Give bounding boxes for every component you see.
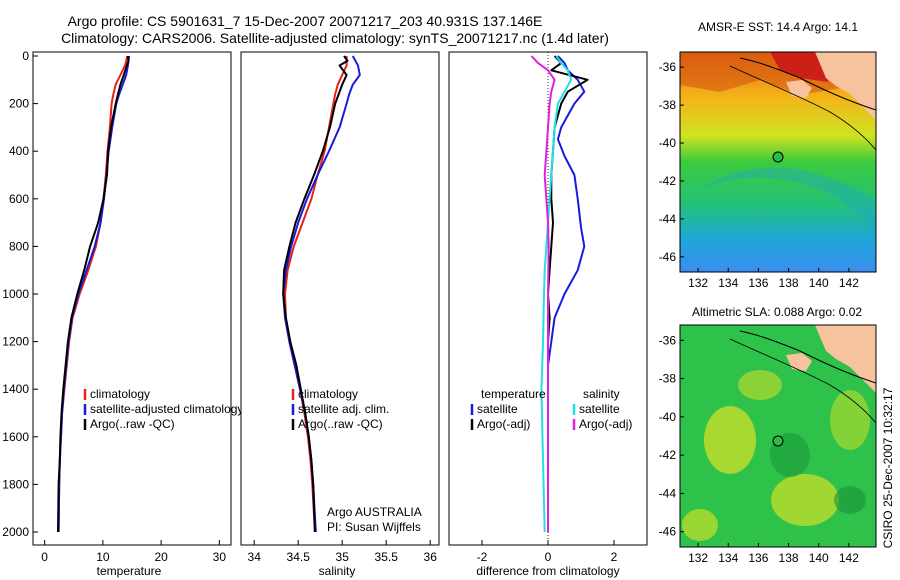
csiro-timestamp-label: CSIRO 25-Dec-2007 10:32:17 xyxy=(881,387,895,548)
x-tick-label-2-1: 0 xyxy=(545,550,552,564)
y-tick-label-0-1: 200 xyxy=(9,97,29,111)
map-x-tick-label-0-0: 132 xyxy=(688,276,708,290)
map-y-tick-label-0-2: -40 xyxy=(659,136,677,150)
legend-entry-2-5: Argo(-adj) xyxy=(579,417,632,431)
map-y-tick-label-1-1: -38 xyxy=(659,372,677,386)
sla-map-title: Altimetric SLA: 0.088 Argo: 0.02 xyxy=(692,305,862,319)
y-tick-label-0-8: 1600 xyxy=(2,430,29,444)
sst-map: AMSR-E SST: 14.4 Argo: 14.1 132 134 136 138… xyxy=(659,20,877,290)
sla-coastline xyxy=(739,330,876,384)
y-tick-label-0-0: 0 xyxy=(22,49,29,63)
x-tick-label-2-2: 2 xyxy=(611,550,618,564)
map-y-tick-label-0-4: -44 xyxy=(659,212,677,226)
map-x-tick-label-1-5: 142 xyxy=(839,551,859,565)
x-tick-label-1-2: 35 xyxy=(336,550,350,564)
map-x-tick-label-1-4: 140 xyxy=(809,551,829,565)
legend-entry-1-0: climatology xyxy=(298,387,358,401)
argo-australia-annotation: Argo AUSTRALIA xyxy=(327,505,422,519)
sla-yellow-blob-2 xyxy=(771,474,839,526)
legend-entry-2-1: satellite xyxy=(477,402,518,416)
figure-title-line1: Argo profile: CS 5901631_7 15-Dec-2007 2… xyxy=(68,13,543,29)
x-tick-label-1-4: 36 xyxy=(424,550,438,564)
series-line-1-2 xyxy=(282,55,349,533)
x-tick-label-2-0: -2 xyxy=(477,550,488,564)
map-x-tick-label-0-4: 140 xyxy=(809,276,829,290)
difference-axis-label: difference from climatology xyxy=(476,564,619,578)
map-y-tick-label-1-3: -42 xyxy=(659,448,677,462)
map-y-tick-label-0-1: -38 xyxy=(659,98,677,112)
y-tick-label-0-4: 800 xyxy=(9,239,29,253)
sst-map-title: AMSR-E SST: 14.4 Argo: 14.1 xyxy=(698,20,858,34)
legend-entry-2-3: salinity xyxy=(583,387,620,401)
panel-temperature-frame xyxy=(32,51,232,546)
sla-argo-marker xyxy=(772,435,784,447)
sst-cool-patch xyxy=(700,167,876,240)
y-tick-label-0-5: 1000 xyxy=(2,287,29,301)
sla-map-frame xyxy=(679,324,877,548)
salinity-axis-label: salinity xyxy=(319,564,356,578)
y-tick-label-0-10: 2000 xyxy=(2,525,29,539)
map-x-tick-label-1-2: 136 xyxy=(748,551,768,565)
map-y-tick-label-1-0: -36 xyxy=(659,333,677,347)
sla-yellow-blob-3 xyxy=(830,390,870,450)
sla-land xyxy=(815,325,876,393)
x-tick-label-1-1: 34.5 xyxy=(287,550,311,564)
legend-entry-2-0: temperature xyxy=(481,387,546,401)
sst-map-frame xyxy=(679,51,877,273)
map-x-tick-label-0-1: 134 xyxy=(718,276,738,290)
sla-map: Altimetric SLA: 0.088 Argo: 0.02 132 134 1… xyxy=(659,305,877,565)
map-x-tick-label-1-3: 138 xyxy=(779,551,799,565)
series-line-0-2 xyxy=(57,55,130,533)
map-x-tick-label-1-0: 132 xyxy=(688,551,708,565)
y-tick-label-0-2: 400 xyxy=(9,144,29,158)
map-x-tick-label-0-3: 138 xyxy=(779,276,799,290)
panel-salinity-frame xyxy=(240,51,440,546)
map-x-tick-label-0-2: 136 xyxy=(748,276,768,290)
legend-entry-0-1: satellite-adjusted climatology xyxy=(90,402,243,416)
map-y-tick-label-1-4: -44 xyxy=(659,486,677,500)
legend-entry-0-2: Argo(..raw -QC) xyxy=(90,417,175,431)
temperature-axis-label: temperature xyxy=(97,564,162,578)
legend-entry-1-1: satellite adj. clim. xyxy=(298,402,389,416)
x-tick-label-0-2: 20 xyxy=(154,550,168,564)
sla-yellow-blob-4 xyxy=(738,370,782,400)
x-tick-label-1-0: 34 xyxy=(248,550,262,564)
sst-red-patch xyxy=(770,52,830,82)
legend-entry-1-2: Argo(..raw -QC) xyxy=(298,417,383,431)
series-line-2-3 xyxy=(530,55,556,532)
map-y-tick-label-1-5: -46 xyxy=(659,525,677,539)
y-tick-label-0-6: 1200 xyxy=(2,335,29,349)
x-tick-label-1-3: 35.5 xyxy=(375,550,399,564)
sla-shelf-contour xyxy=(729,338,876,424)
map-y-tick-label-0-3: -42 xyxy=(659,174,677,188)
sla-yellow-blob-1 xyxy=(704,406,756,474)
sst-land xyxy=(815,52,876,120)
x-tick-label-0-1: 10 xyxy=(96,550,110,564)
map-x-tick-label-0-5: 142 xyxy=(839,276,859,290)
x-tick-label-0-3: 30 xyxy=(213,550,227,564)
map-x-tick-label-1-1: 134 xyxy=(718,551,738,565)
pi-annotation: PI: Susan Wijffels xyxy=(327,520,421,534)
map-y-tick-label-0-5: -46 xyxy=(659,250,677,264)
y-tick-label-0-9: 1800 xyxy=(2,477,29,491)
y-tick-label-0-7: 1400 xyxy=(2,382,29,396)
sla-dark-blob-2 xyxy=(834,486,866,514)
panel-temperature: 0 10 20 30 0 200 400 600 800 1000 1200 1400 1600 1800… xyxy=(2,49,243,578)
sst-argo-marker xyxy=(772,151,784,163)
sst-shelf-contour xyxy=(729,65,876,151)
figure-title-line2: Climatology: CARS2006. Satellite-adjuste… xyxy=(61,30,609,46)
legend-entry-2-4: satellite xyxy=(579,402,620,416)
series-line-2-2 xyxy=(540,55,573,533)
map-y-tick-label-0-0: -36 xyxy=(659,60,677,74)
legend-entry-2-2: Argo(-adj) xyxy=(477,417,530,431)
sla-yellow-blob-5 xyxy=(682,509,718,541)
sst-coastline xyxy=(739,57,876,111)
legend-entry-0-0: climatology xyxy=(90,387,150,401)
panel-difference: -2 0 2 temperaturesatelliteArgo(-adj)salin… xyxy=(448,51,648,578)
map-y-tick-label-1-2: -40 xyxy=(659,410,677,424)
y-tick-label-0-3: 600 xyxy=(9,192,29,206)
x-tick-label-0-0: 0 xyxy=(41,550,48,564)
